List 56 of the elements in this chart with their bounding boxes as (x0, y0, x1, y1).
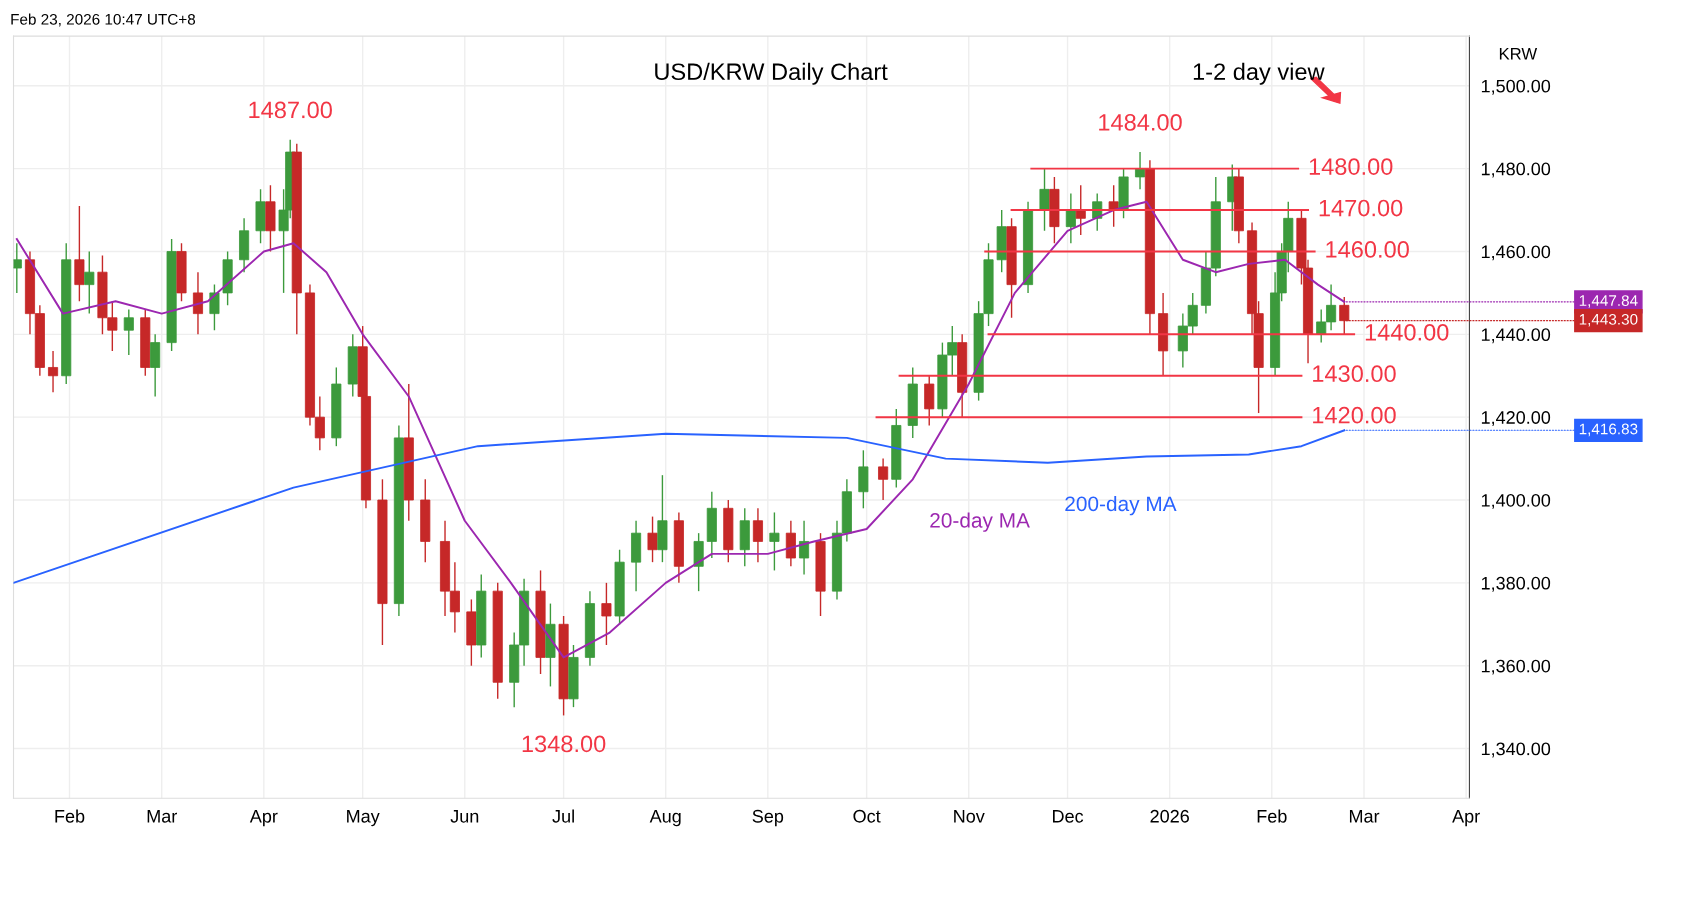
series-label: 1470.00 (1319, 199, 1403, 217)
y-tick-label: 1,340.00 (1481, 742, 1551, 758)
candlestick (192, 271, 203, 336)
annotation: 1484.00 (1099, 114, 1182, 131)
series-label: 20-day MA (930, 512, 1030, 532)
candlestick (647, 515, 658, 563)
y-axis-title: KRW (1499, 48, 1538, 60)
x-tick-label: Aug (649, 810, 681, 827)
series-label: 1460.00 (1326, 241, 1409, 258)
x-tick-label: 2026 (1150, 809, 1189, 823)
x-tick-label: Mar (1349, 810, 1380, 823)
annotation: 1,447.84 (1579, 295, 1638, 308)
candlestick (799, 520, 810, 576)
x-tick-label: Feb (1257, 809, 1287, 823)
annotation: 1,416.83 (1579, 423, 1638, 437)
series-label: 1420.00 (1313, 406, 1396, 424)
y-tick-label: 1,420.00 (1481, 411, 1551, 427)
candlestick (209, 283, 220, 331)
series-label: 1480.00 (1309, 158, 1393, 175)
annotation: 1,443.30 (1579, 313, 1638, 327)
y-tick-label: 1,460.00 (1481, 245, 1551, 261)
candlestick (48, 350, 59, 394)
text: Feb 23, 2026 10:47 UTC+8 (11, 13, 196, 27)
candlestick (1039, 167, 1050, 232)
x-tick-label: Sep (752, 809, 784, 827)
candlestick (601, 582, 612, 646)
candlestick (84, 250, 95, 315)
y-tick-label: 1,500.00 (1481, 79, 1551, 95)
annotation: 1-2 day view (1193, 62, 1325, 85)
x-tick-label: Apr (249, 810, 278, 827)
x-tick-label: Jul (552, 809, 574, 823)
y-tick-label: 1,360.00 (1481, 659, 1551, 675)
x-tick-label: Oct (853, 809, 881, 823)
y-tick-label: 1,440.00 (1481, 328, 1551, 344)
candlestick (1075, 184, 1086, 236)
x-tick-label: May (347, 810, 380, 827)
series-label: 200-day MA (1065, 495, 1177, 516)
y-tick-label: 1,480.00 (1481, 162, 1551, 178)
candlestick (123, 308, 134, 356)
annotation: 1487.00 (249, 101, 332, 119)
x-tick-label: Dec (1053, 810, 1084, 823)
series-label: 1440.00 (1365, 323, 1449, 341)
candlestick (878, 457, 889, 501)
candlestick (13, 242, 22, 294)
x-tick-label: Feb (55, 809, 85, 823)
x-tick-label: Nov (954, 810, 985, 823)
text: USD/KRW Daily Chart (655, 62, 888, 85)
series-label: 1430.00 (1313, 365, 1396, 383)
annotation: 1348.00 (522, 735, 606, 753)
candlestick (769, 511, 780, 572)
x-tick-label: Apr (1452, 810, 1480, 827)
x-tick-label: Mar (147, 810, 177, 823)
y-tick-label: 1,400.00 (1481, 493, 1551, 509)
candlestick (752, 507, 763, 563)
y-tick-label: 1,380.00 (1481, 576, 1551, 592)
x-tick-label: Jun (450, 810, 479, 823)
